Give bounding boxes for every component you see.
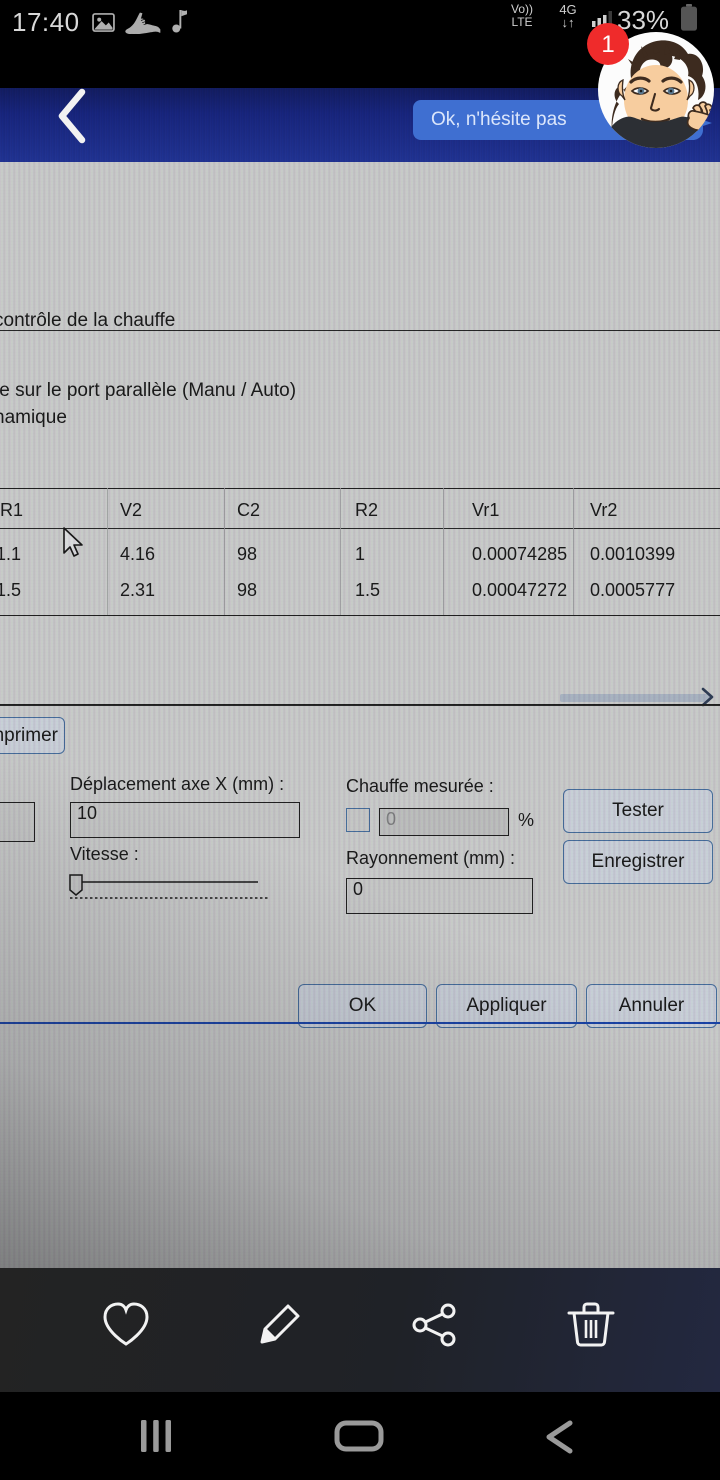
svg-text:1: 1: [601, 31, 614, 58]
